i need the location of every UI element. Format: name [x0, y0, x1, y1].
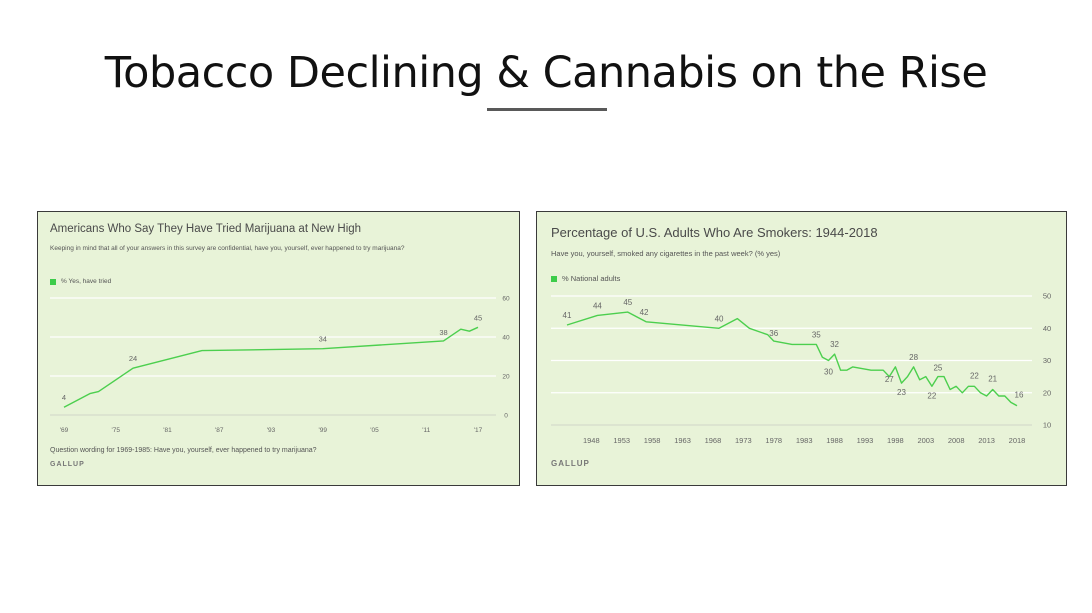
- data-label: 41: [563, 311, 572, 320]
- series-line: [63, 326, 479, 408]
- x-tick-label: 1953: [613, 436, 630, 445]
- y-tick-label: 40: [1043, 324, 1051, 333]
- x-tick-label: 2003: [917, 436, 934, 445]
- legend-label: % National adults: [562, 274, 621, 283]
- x-tick-label: 1998: [887, 436, 904, 445]
- data-label: 45: [474, 313, 482, 322]
- marijuana-chart-source: GALLUP: [50, 461, 85, 468]
- smokers-chart-title: Percentage of U.S. Adults Who Are Smoker…: [551, 225, 878, 240]
- y-tick-label: 30: [1043, 356, 1051, 365]
- title-underline: [487, 108, 607, 111]
- x-tick-label: 1948: [583, 436, 600, 445]
- data-label: 25: [933, 364, 942, 373]
- data-label: 28: [909, 353, 918, 362]
- data-label: 30: [824, 368, 833, 377]
- data-label: 21: [988, 375, 997, 384]
- x-tick-label: 1988: [826, 436, 843, 445]
- data-label: 32: [830, 340, 839, 349]
- data-label: 42: [640, 308, 649, 317]
- x-tick-label: '99: [319, 427, 328, 434]
- data-label: 27: [885, 375, 894, 384]
- marijuana-chart-footnote: Question wording for 1969-1985: Have you…: [50, 447, 317, 454]
- x-tick-label: '11: [422, 427, 430, 434]
- x-tick-label: 2008: [948, 436, 965, 445]
- legend-swatch: [551, 275, 557, 282]
- data-label: 24: [129, 354, 137, 363]
- x-tick-label: '17: [474, 427, 483, 434]
- x-tick-label: '81: [163, 427, 172, 434]
- data-label: 38: [439, 328, 447, 337]
- smokers-chart-legend: % National adults: [551, 274, 620, 283]
- x-tick-label: '69: [60, 427, 69, 434]
- marijuana-chart-legend: % Yes, have tried: [50, 278, 111, 285]
- smokers-chart-panel: Percentage of U.S. Adults Who Are Smoker…: [536, 211, 1067, 486]
- slide-title: Tobacco Declining & Cannabis on the Rise: [104, 48, 988, 98]
- x-tick-label: 2018: [1009, 436, 1026, 445]
- legend-label: % Yes, have tried: [61, 278, 112, 285]
- marijuana-chart-title: Americans Who Say They Have Tried Mariju…: [50, 223, 362, 235]
- y-tick-label: 20: [502, 374, 510, 381]
- data-label: 23: [897, 388, 906, 397]
- x-tick-label: 1978: [765, 436, 782, 445]
- data-label: 34: [319, 335, 327, 344]
- y-tick-label: 60: [502, 296, 510, 303]
- data-label: 22: [927, 391, 936, 400]
- legend-swatch: [50, 278, 56, 285]
- smokers-line-chart: 10 20 30 40 50 1948 1953 1958 1963 1968 1973 1978 19…: [551, 292, 1051, 445]
- y-tick-label: 20: [1043, 388, 1051, 397]
- x-tick-label: '75: [112, 427, 121, 434]
- data-label: 44: [593, 301, 602, 310]
- x-tick-label: 1973: [735, 436, 752, 445]
- smokers-chart-question: Have you, yourself, smoked any cigarette…: [551, 249, 781, 258]
- x-tick-label: '93: [267, 427, 276, 434]
- data-label: 4: [62, 393, 66, 402]
- data-label: 36: [769, 329, 778, 338]
- x-tick-label: 1993: [857, 436, 874, 445]
- y-tick-label: 0: [504, 413, 508, 420]
- x-tick-label: '05: [370, 427, 379, 434]
- x-tick-label: 1983: [796, 436, 813, 445]
- y-tick-label: 50: [1043, 292, 1051, 301]
- data-label: 35: [812, 330, 821, 339]
- y-tick-label: 10: [1043, 421, 1051, 430]
- marijuana-line-chart: 0 20 40 60 '69 '75 '81 '87 '93 '99 '05 '11 '17 4 24 34 3…: [50, 296, 510, 434]
- x-tick-label: 1963: [674, 436, 691, 445]
- marijuana-chart-question: Keeping in mind that all of your answers…: [50, 245, 405, 252]
- data-label: 45: [623, 298, 632, 307]
- marijuana-chart-panel: Americans Who Say They Have Tried Mariju…: [37, 211, 520, 486]
- data-label: 16: [1015, 391, 1024, 400]
- x-tick-label: 1958: [644, 436, 661, 445]
- series-line: [566, 311, 1018, 407]
- y-tick-label: 40: [502, 335, 510, 342]
- x-tick-label: 2013: [978, 436, 995, 445]
- data-label: 22: [970, 371, 979, 380]
- smokers-chart-source: GALLUP: [551, 459, 590, 468]
- x-tick-label: 1968: [705, 436, 722, 445]
- x-tick-label: '87: [215, 427, 224, 434]
- data-label: 40: [715, 314, 724, 323]
